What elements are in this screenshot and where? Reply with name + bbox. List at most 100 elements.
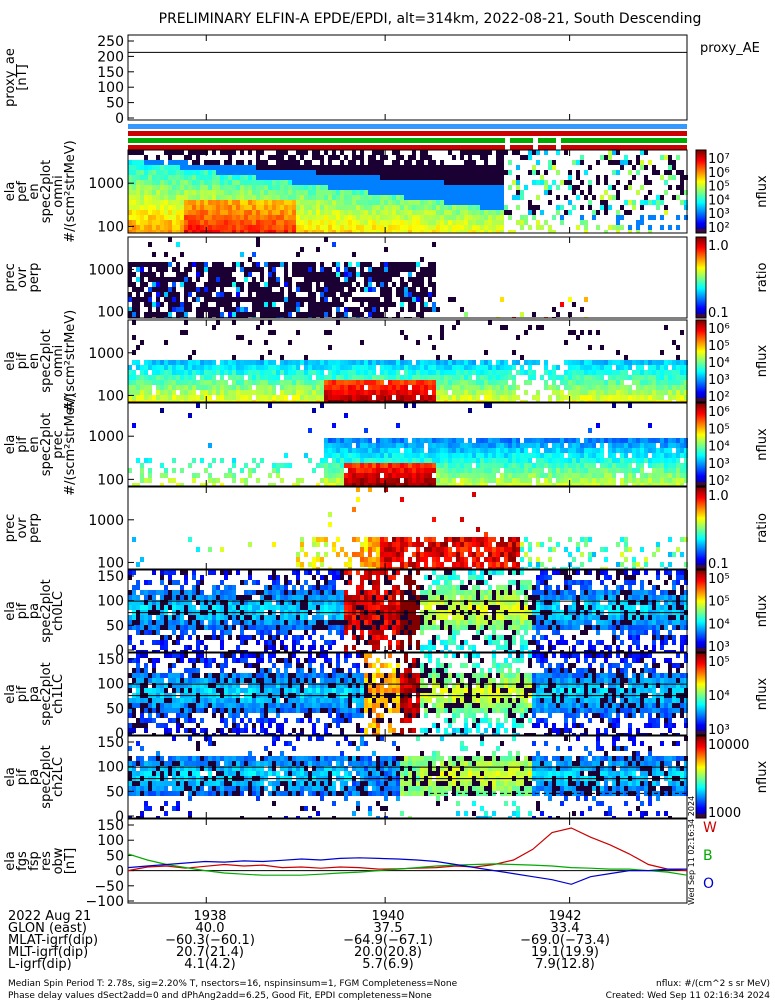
spectrogram-cell	[420, 473, 424, 478]
spectrogram-cell	[536, 160, 540, 165]
spectrogram-cell	[244, 165, 248, 170]
spectrogram-cell	[416, 380, 420, 385]
spectrogram-cell	[172, 220, 176, 225]
spectrogram-cell	[536, 390, 540, 395]
spectrogram-cell	[348, 468, 352, 473]
spectrogram-cell	[456, 395, 460, 400]
spectrogram-cell	[168, 360, 172, 365]
spectrogram-cell	[400, 225, 404, 230]
spectrogram-cell	[460, 562, 464, 567]
spectrogram-cell	[496, 468, 500, 473]
spectrogram-cell	[416, 448, 420, 453]
spectrogram-cell	[128, 395, 132, 400]
spectrogram-cell	[684, 370, 688, 375]
spectrogram-cell	[400, 190, 404, 195]
spectrogram-cell	[320, 155, 324, 160]
spectrogram-cell	[356, 468, 360, 473]
spectrogram-cell	[612, 483, 616, 486]
spectrogram-cell	[560, 220, 564, 225]
spectrogram-cell	[416, 205, 420, 210]
spectrogram-cell	[156, 215, 160, 220]
spectrogram-cell	[624, 443, 628, 448]
spectrogram-cell	[512, 365, 516, 370]
spectrogram-cell	[440, 473, 444, 478]
spectrogram-cell	[400, 552, 404, 557]
spectrogram-cell	[580, 448, 584, 453]
spectrogram-cell	[364, 215, 368, 220]
spectrogram-cell	[328, 200, 332, 205]
spectrogram-cell	[412, 230, 416, 233]
spectrogram-cell	[576, 395, 580, 400]
spectrogram-cell	[480, 200, 484, 205]
spectrogram-cell	[420, 292, 424, 297]
spectrogram-cell	[496, 390, 500, 395]
spectrogram-cell	[272, 385, 276, 390]
spectrogram-cell	[220, 165, 224, 170]
spectrogram-cell	[176, 165, 180, 170]
spectrogram-cell	[436, 473, 440, 478]
spectrogram-cell	[148, 220, 152, 225]
spectrogram-cell	[140, 220, 144, 225]
spectrogram-cell	[668, 360, 672, 365]
spectrogram-cell	[568, 180, 572, 185]
spectrogram-cell	[364, 297, 368, 302]
spectrogram-cell	[244, 210, 248, 215]
spectrogram-cell	[176, 400, 180, 402]
spectrogram-cell	[572, 380, 576, 385]
spectrogram-cell	[524, 448, 528, 453]
spectrogram-cell	[220, 190, 224, 195]
spectrogram-cell	[464, 360, 468, 365]
spectrogram-cell	[240, 190, 244, 195]
spectrogram-cell	[408, 542, 412, 547]
spectrogram-cell	[284, 380, 288, 385]
spectrogram-cell	[356, 473, 360, 478]
spectrogram-cell	[572, 365, 576, 370]
spectrogram-cell	[532, 448, 536, 453]
spectrogram-cell	[644, 473, 648, 478]
spectrogram-cell	[524, 552, 528, 557]
spectrogram-cell	[252, 360, 256, 365]
spectrogram-cell	[244, 230, 248, 233]
spectrogram-cell	[408, 160, 412, 165]
spectrogram-cell	[176, 200, 180, 205]
spectrogram-cell	[416, 282, 420, 287]
spectrogram-cell	[288, 205, 292, 210]
spectrogram-cell	[256, 190, 260, 195]
spectrogram-cell	[176, 375, 180, 380]
spectrogram-cell	[412, 448, 416, 453]
spectrogram-cell	[516, 547, 520, 552]
spectrogram-cell	[340, 282, 344, 287]
spectrogram-cell	[204, 200, 208, 205]
spectrogram-cell	[332, 262, 336, 267]
spectrogram-cell	[556, 195, 560, 200]
spectrogram-cell	[624, 370, 628, 375]
spectrogram-cell	[188, 375, 192, 380]
spectrogram-cell	[184, 375, 188, 380]
spectrogram-cell	[220, 375, 224, 380]
spectrogram-cell	[496, 215, 500, 220]
spectrogram-cell	[476, 537, 480, 542]
spectrogram-cell	[252, 380, 256, 385]
spectrogram-cell	[680, 190, 684, 195]
spectrogram-cell	[188, 195, 192, 200]
spectrogram-cell	[184, 205, 188, 210]
spectrogram-cell	[624, 448, 628, 453]
spectrogram-cell	[332, 210, 336, 215]
spectrogram-cell	[456, 195, 460, 200]
spectrogram-cell	[152, 190, 156, 195]
spectrogram-cell	[660, 175, 664, 180]
spectrogram-cell	[572, 390, 576, 395]
spectrogram-cell	[444, 567, 448, 569]
spectrogram-cell	[440, 448, 444, 453]
spectrogram-cell	[500, 438, 504, 443]
spectrogram-cell	[492, 395, 496, 400]
spectrogram-cell	[548, 230, 552, 233]
spectrogram-cell	[252, 180, 256, 185]
spectrogram-cell	[224, 297, 228, 302]
spectrogram-cell	[384, 390, 388, 395]
spectrogram-cell	[408, 195, 412, 200]
spectrogram-cell	[304, 262, 308, 267]
spectrogram-cell	[192, 190, 196, 195]
spectrogram-cell	[568, 365, 572, 370]
spectrogram-cell	[128, 220, 132, 225]
